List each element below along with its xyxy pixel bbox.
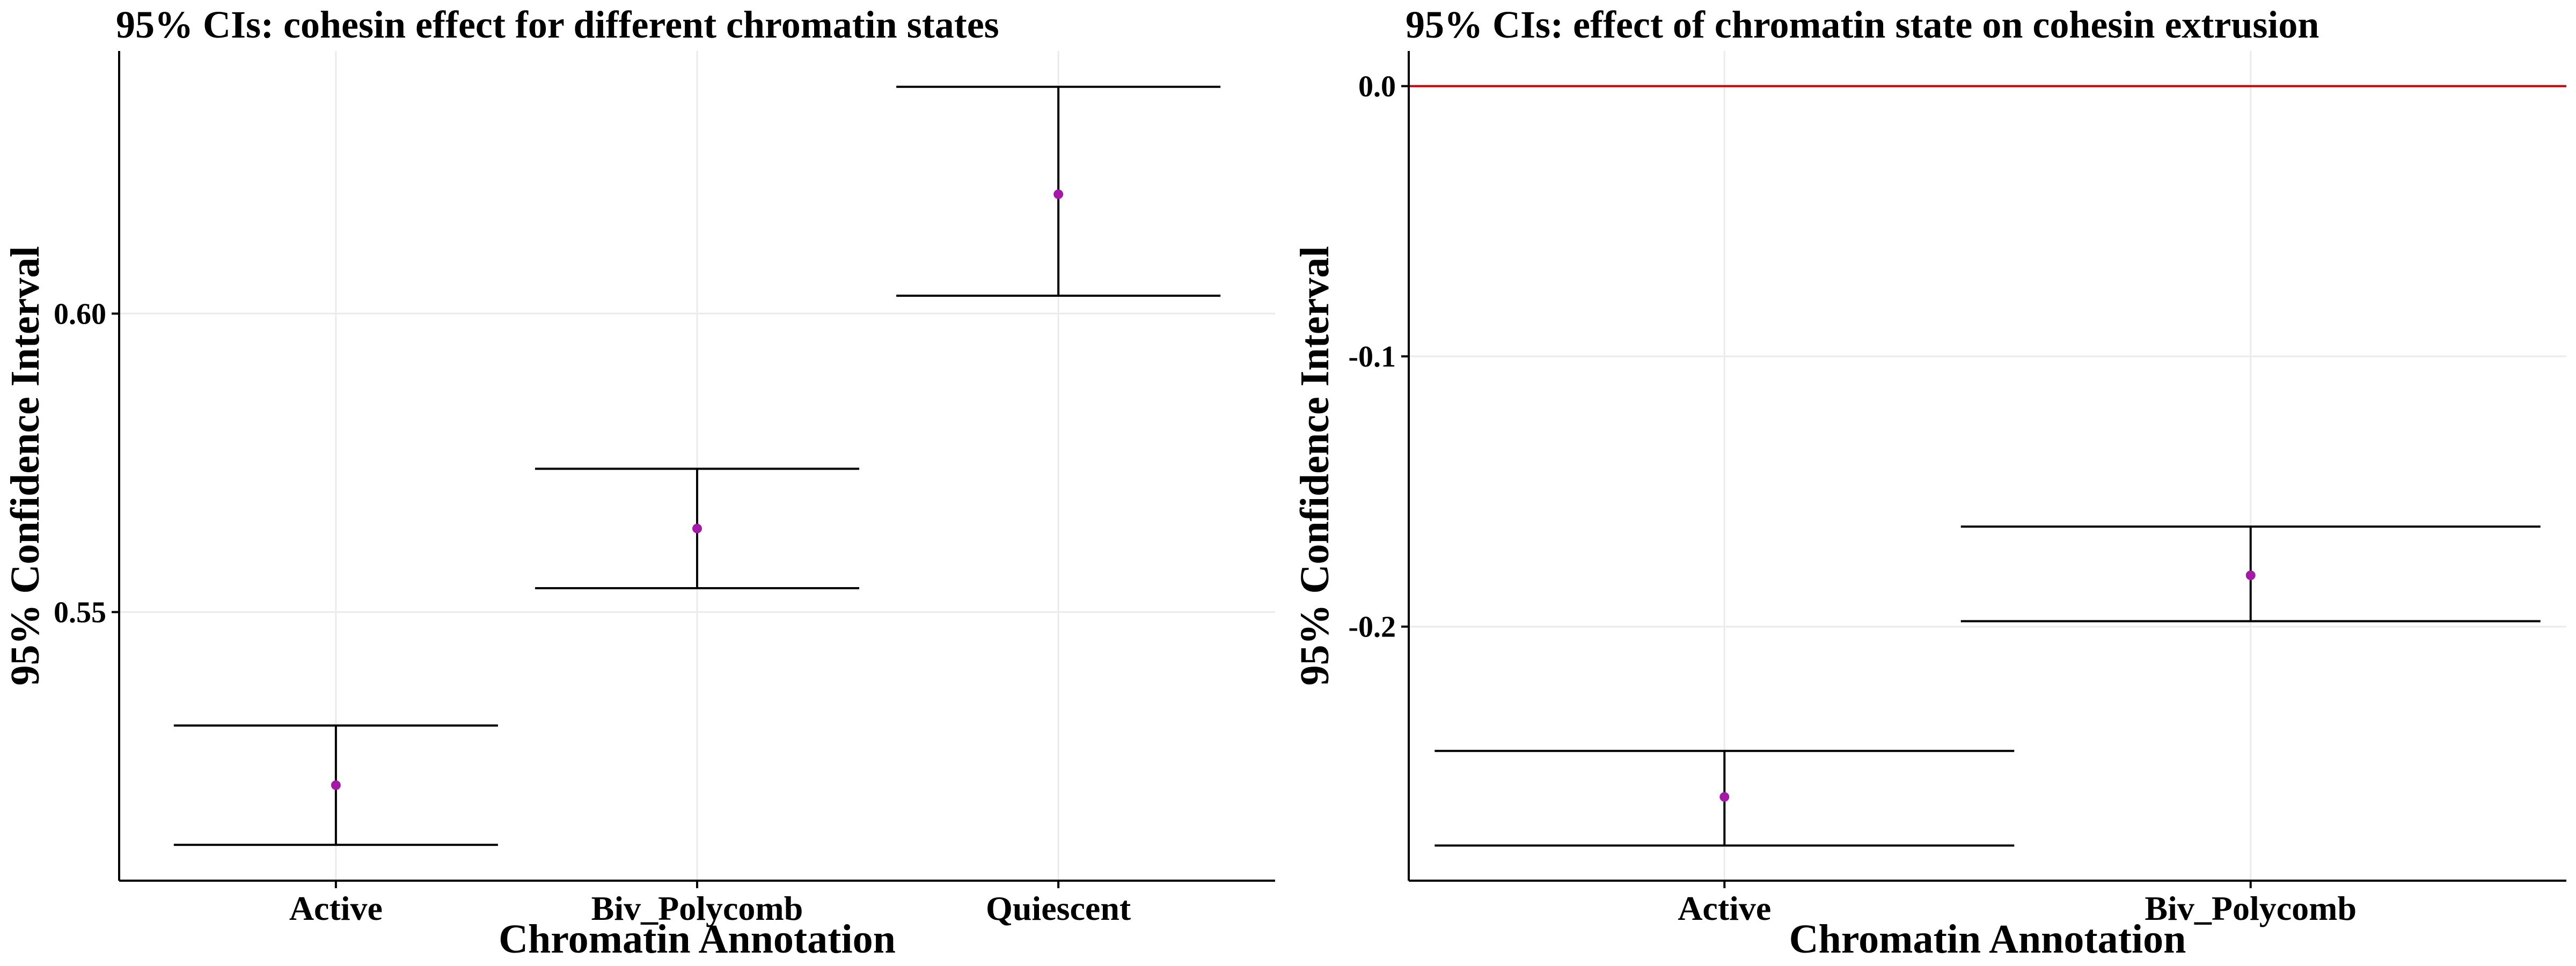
x-axis-label: Chromatin Annotation bbox=[499, 917, 896, 962]
x-tick-label: Active bbox=[289, 889, 383, 927]
x-tick-label: Biv_Polycomb bbox=[591, 889, 803, 927]
y-axis-label: 95% Confidence Interval bbox=[3, 246, 48, 685]
y-tick-label: -0.1 bbox=[1348, 340, 1396, 374]
point-estimate bbox=[1719, 792, 1730, 802]
point-estimate bbox=[692, 523, 702, 533]
x-axis-label: Chromatin Annotation bbox=[1789, 917, 2186, 962]
y-axis-label: 95% Confidence Interval bbox=[1292, 246, 1337, 685]
x-tick-label: Biv_Polycomb bbox=[2145, 889, 2357, 927]
y-tick-label: 0.60 bbox=[54, 297, 106, 331]
point-estimate bbox=[2245, 570, 2256, 580]
y-tick-label: 0.0 bbox=[1358, 70, 1396, 103]
x-tick-label: Quiescent bbox=[986, 889, 1131, 927]
x-tick-label: Active bbox=[1678, 889, 1771, 927]
chart-title: 95% CIs: cohesin effect for different ch… bbox=[116, 3, 999, 46]
y-tick-label: -0.2 bbox=[1348, 611, 1396, 644]
point-estimate bbox=[331, 780, 341, 791]
y-tick-label: 0.55 bbox=[54, 596, 106, 629]
panel-chromatin-state-effect: 0.0 -0.1 -0.2 Active Biv_Polycomb 95% CIs: ef… bbox=[1292, 3, 2566, 962]
chart-title: 95% CIs: effect of chromatin state on co… bbox=[1406, 3, 2319, 46]
panel-cohesin-effect: 0.55 0.60 Active Biv_Polycomb Quiescent 95% C… bbox=[3, 3, 1275, 962]
point-estimate bbox=[1053, 189, 1064, 199]
